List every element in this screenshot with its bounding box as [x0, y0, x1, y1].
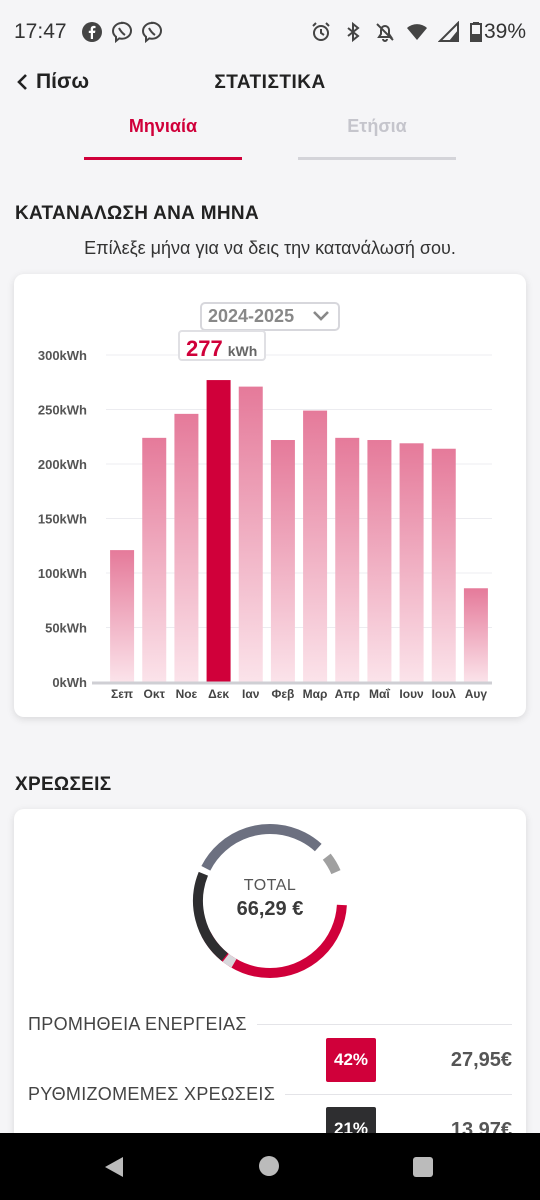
x-tick-label[interactable]: Ιαν	[242, 687, 260, 701]
charge-divider	[28, 1024, 512, 1025]
y-tick-label: 200kWh	[38, 457, 87, 472]
donut-chart	[193, 824, 347, 978]
facebook-icon	[81, 22, 102, 42]
x-tick-label[interactable]: Δεκ	[208, 687, 229, 701]
bar-Νοε[interactable]	[174, 413, 199, 682]
charge-amount: 27,95€	[450, 1049, 512, 1071]
charge-name: ΠΡΟΜΗΘΕΙΑ ΕΝΕΡΓΕΙΑΣ	[28, 1014, 257, 1035]
charge-percent-badge: 42%	[326, 1038, 376, 1082]
consumption-section-title: ΚΑΤΑΝΑΛΩΣΗ ΑΝΑ ΜΗΝΑ	[15, 203, 259, 224]
bar-Δεκ[interactable]	[206, 380, 231, 682]
viber-icon	[111, 21, 132, 43]
tab-monthly[interactable]: Μηνιαία	[84, 104, 242, 160]
x-tick-label[interactable]: Φεβ	[271, 687, 294, 701]
charges-section-title: ΧΡΕΩΣΕΙΣ	[15, 774, 112, 795]
tab-yearly[interactable]: Ετήσια	[298, 104, 456, 160]
status-bar: 17:47 39%	[0, 0, 540, 64]
selected-unit: kWh	[227, 343, 258, 359]
year-select-value: 2024-2025	[208, 306, 295, 326]
back-icon[interactable]	[103, 1155, 125, 1179]
x-tick-label[interactable]: Ιουλ	[432, 687, 457, 701]
y-tick-label: 0kWh	[52, 675, 87, 690]
x-tick-label[interactable]: Αυγ	[465, 687, 488, 701]
system-nav-bar	[0, 1133, 540, 1200]
charge-row-energy: ΠΡΟΜΗΘΕΙΑ ΕΝΕΡΓΕΙΑΣ 42% 27,95€	[28, 1013, 512, 1083]
x-tick-label[interactable]: Οκτ	[144, 687, 166, 701]
y-tick-label: 300kWh	[38, 348, 87, 363]
chevron-left-icon	[17, 74, 27, 90]
bar-Ιουν[interactable]	[399, 443, 424, 682]
status-time: 17:47	[14, 20, 67, 43]
bar-Σεπ[interactable]	[110, 550, 135, 682]
consumption-bar-chart: 0kWh 50kWh 100kWh 150kWh 200kWh 250kWh 300kWh Σ…	[38, 348, 492, 701]
y-tick-label: 100kWh	[38, 566, 87, 581]
donut-segment-tiny	[193, 824, 347, 978]
donut-center: TOTAL 66,29 €	[190, 877, 350, 921]
battery-percent: 39%	[483, 20, 526, 43]
page-title: ΣΤΑΤΙΣΤΙΚΑ	[214, 72, 326, 93]
back-button[interactable]: Πίσω	[16, 70, 89, 94]
y-tick-label: 50kWh	[45, 621, 87, 636]
bar-Απρ[interactable]	[335, 437, 360, 682]
home-icon[interactable]	[259, 1156, 279, 1176]
x-tick-label[interactable]: Μαΐ	[369, 687, 390, 701]
bar-Φεβ[interactable]	[270, 440, 295, 682]
x-tick-label[interactable]: Ιουν	[399, 687, 424, 701]
total-label: TOTAL	[243, 877, 297, 894]
signal-icon	[437, 21, 459, 42]
battery-icon	[469, 22, 482, 42]
period-tabs: Μηνιαία Ετήσια	[0, 104, 540, 160]
charge-name: ΡΥΘΜΙΖΟΜΕΜΕΣ ΧΡΕΩΣΕΙΣ	[28, 1084, 286, 1105]
bar-Μαΐ[interactable]	[367, 440, 392, 682]
selected-value-label: 277 kWh	[178, 330, 266, 361]
alarm-icon	[312, 22, 330, 41]
total-value: 66,29 €	[236, 898, 304, 920]
bar-Ιουλ[interactable]	[431, 448, 456, 682]
selected-value: 277	[186, 336, 223, 361]
bar-Αυγ[interactable]	[463, 588, 488, 682]
x-tick-label[interactable]: Απρ	[335, 687, 360, 701]
charges-card: TOTAL 66,29 € ΠΡΟΜΗΘΕΙΑ ΕΝΕΡΓΕΙΑΣ 42% 27…	[14, 809, 526, 1151]
x-tick-label[interactable]: Νοε	[176, 687, 198, 701]
bar-Ιαν[interactable]	[238, 386, 263, 682]
donut-segment-energy	[193, 824, 347, 978]
charges-donut: TOTAL 66,29 €	[190, 821, 350, 981]
bar-Οκτ[interactable]	[142, 437, 167, 682]
x-tick-label[interactable]: Σεπ	[111, 687, 133, 701]
recents-icon[interactable]	[413, 1157, 433, 1177]
bluetooth-icon	[347, 21, 360, 43]
y-tick-label: 150kWh	[38, 512, 87, 527]
donut-segment-other	[193, 824, 347, 978]
wifi-icon	[406, 24, 427, 40]
bar-Μαρ[interactable]	[303, 410, 328, 682]
viber-icon	[141, 21, 162, 43]
chevron-down-icon	[313, 311, 329, 321]
mute-icon	[376, 23, 394, 42]
back-label: Πίσω	[36, 70, 90, 93]
consumption-chart-card: 0kWh 50kWh 100kWh 150kWh 200kWh 250kWh 300kWh Σ…	[14, 274, 526, 717]
year-select[interactable]: 2024-2025	[200, 302, 340, 331]
app-header: Πίσω ΣΤΑΤΙΣΤΙΚΑ	[0, 64, 540, 104]
x-tick-label[interactable]: Μαρ	[303, 687, 328, 701]
consumption-subtitle: Επίλεξε μήνα για να δεις την κατανάλωσή …	[84, 238, 456, 258]
y-tick-label: 250kWh	[38, 403, 87, 418]
